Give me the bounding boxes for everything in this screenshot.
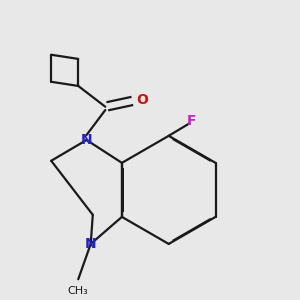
Text: N: N [81, 133, 92, 147]
Text: O: O [136, 94, 148, 107]
Text: N: N [85, 237, 97, 251]
Text: CH₃: CH₃ [68, 286, 88, 296]
Text: F: F [187, 114, 196, 128]
